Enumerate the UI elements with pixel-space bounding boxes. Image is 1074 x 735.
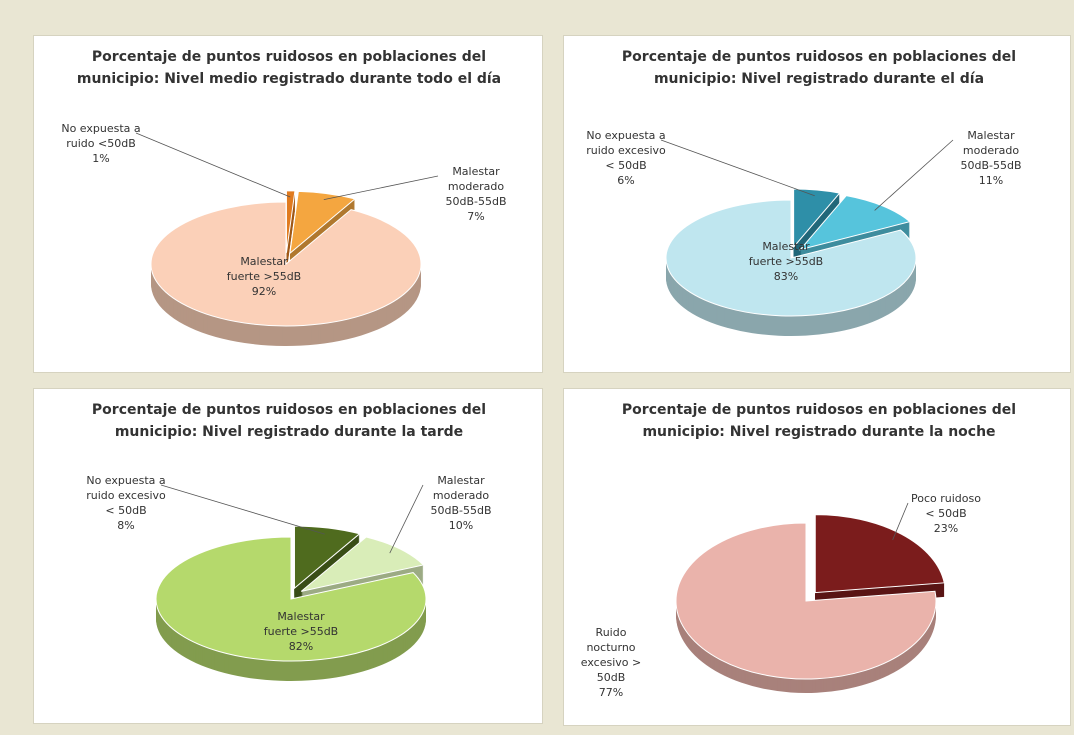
category-label: Ruido nocturno excesivo > 50dB bbox=[580, 626, 642, 684]
value-label: 1% bbox=[92, 152, 110, 165]
chart-panel: Porcentaje de puntos ruidosos en poblaci… bbox=[563, 388, 1071, 726]
slice-label: Malestar moderado 50dB-55dB 10% bbox=[421, 473, 501, 533]
slice-label: No expuesta a ruido <50dB 1% bbox=[61, 121, 141, 166]
value-label: 10% bbox=[448, 519, 474, 532]
category-label: No expuesta a ruido excesivo < 50dB bbox=[586, 129, 666, 172]
slice bbox=[665, 199, 917, 317]
value-label: 23% bbox=[933, 522, 959, 535]
chart-panel: Porcentaje de puntos ruidosos en poblaci… bbox=[33, 388, 543, 724]
leader-line bbox=[660, 139, 815, 197]
leader-line bbox=[323, 175, 439, 201]
value-label: 6% bbox=[617, 174, 635, 187]
pie-chart bbox=[135, 132, 439, 346]
slice bbox=[285, 190, 296, 253]
slice-label: Malestar fuerte >55dB 82% bbox=[261, 609, 341, 654]
value-label: 92% bbox=[251, 285, 277, 298]
value-label: 82% bbox=[288, 640, 314, 653]
slice bbox=[300, 536, 425, 592]
chart-title: Porcentaje de puntos ruidosos en poblaci… bbox=[76, 49, 502, 87]
category-label: Malestar moderado 50dB-55dB bbox=[960, 129, 1022, 172]
slice bbox=[793, 188, 841, 249]
category-label: Malestar moderado 50dB-55dB bbox=[430, 474, 492, 517]
chart-title: Porcentaje de puntos ruidosos en poblaci… bbox=[621, 49, 1017, 87]
value-label: 83% bbox=[773, 270, 799, 283]
value-label: 77% bbox=[598, 686, 624, 699]
slice-label: Malestar fuerte >55dB 92% bbox=[224, 254, 304, 299]
slice-label: Ruido nocturno excesivo > 50dB 77% bbox=[571, 625, 651, 700]
slice bbox=[155, 536, 427, 662]
slice-label: No expuesta a ruido excesivo < 50dB 6% bbox=[586, 128, 666, 188]
leader-line bbox=[892, 502, 909, 541]
leader-line bbox=[874, 139, 954, 211]
pie-chart bbox=[660, 139, 954, 337]
chart-title: Porcentaje de puntos ruidosos en poblaci… bbox=[621, 402, 1017, 440]
value-label: 8% bbox=[117, 519, 135, 532]
pie-chart bbox=[675, 502, 945, 693]
slice-label: Poco ruidoso < 50dB 23% bbox=[906, 491, 986, 536]
slice-label: Malestar moderado 50dB-55dB 11% bbox=[951, 128, 1031, 188]
category-label: Malestar moderado 50dB-55dB bbox=[445, 165, 507, 208]
category-label: Malestar fuerte >55dB bbox=[226, 255, 302, 283]
slice bbox=[814, 514, 945, 594]
pie-chart bbox=[155, 484, 427, 681]
slice bbox=[289, 190, 357, 255]
slice bbox=[675, 522, 937, 680]
leader-line bbox=[160, 484, 325, 535]
slice-label: Malestar moderado 50dB-55dB 7% bbox=[436, 164, 516, 224]
chart-panel: Porcentaje de puntos ruidosos en poblaci… bbox=[33, 35, 543, 373]
chart-title: Porcentaje de puntos ruidosos en poblaci… bbox=[91, 402, 487, 440]
leader-line bbox=[389, 484, 424, 554]
slice bbox=[150, 201, 422, 327]
value-label: 11% bbox=[978, 174, 1004, 187]
slice-label: Malestar fuerte >55dB 83% bbox=[746, 239, 826, 284]
chart-panel: Porcentaje de puntos ruidosos en poblaci… bbox=[563, 35, 1071, 373]
slice bbox=[798, 195, 911, 251]
slice-label: No expuesta a ruido excesivo < 50dB 8% bbox=[86, 473, 166, 533]
value-label: 7% bbox=[467, 210, 485, 223]
category-label: Malestar fuerte >55dB bbox=[263, 610, 339, 638]
category-label: No expuesta a ruido excesivo < 50dB bbox=[86, 474, 166, 517]
slice bbox=[293, 525, 361, 590]
category-label: Poco ruidoso < 50dB bbox=[911, 492, 981, 520]
leader-line bbox=[135, 132, 291, 198]
category-label: No expuesta a ruido <50dB bbox=[61, 122, 141, 150]
category-label: Malestar fuerte >55dB bbox=[748, 240, 824, 268]
